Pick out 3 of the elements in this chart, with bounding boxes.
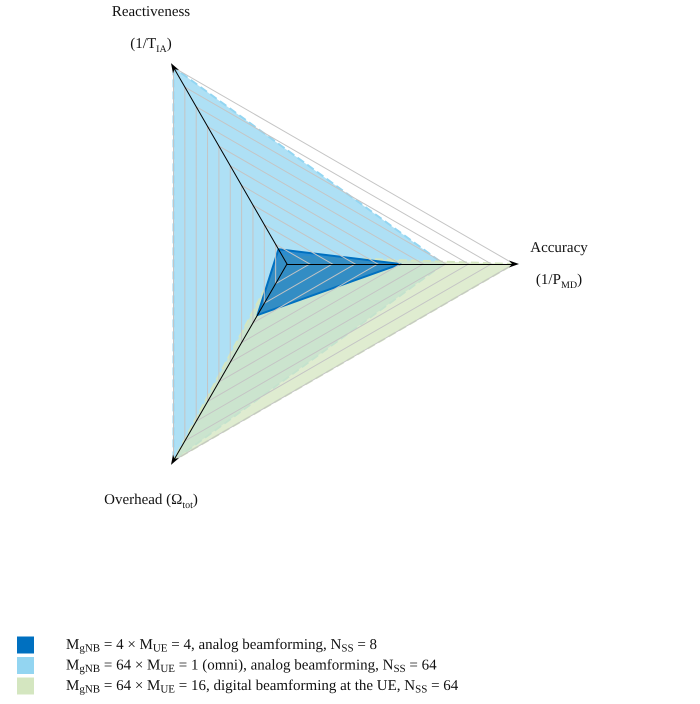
spoke-label: Accuracy (1/P$_{MD}$) [530, 239, 588, 293]
spoke-label: Overhead (Ω$_{tot}$) [104, 490, 198, 513]
spoke-label: Reactiveness (1/T$_{IA}$) [112, 3, 190, 58]
